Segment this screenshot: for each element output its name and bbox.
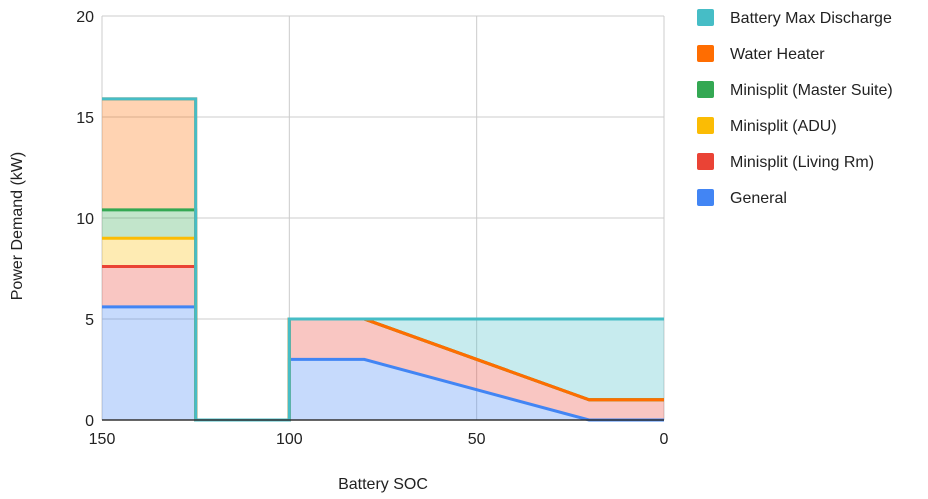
y-tick-label: 20	[76, 9, 94, 26]
legend-item: Water Heater	[697, 45, 825, 63]
legend-swatch	[697, 189, 714, 206]
y-tick-label: 0	[85, 413, 94, 430]
legend-label: Minisplit (ADU)	[730, 118, 837, 135]
y-tick-label: 15	[76, 110, 94, 127]
legend-swatch	[697, 9, 714, 26]
area-minisplit-living-rm	[102, 266, 664, 420]
y-tick-label: 5	[85, 312, 94, 329]
y-axis-title: Power Demand (kW)	[9, 152, 26, 300]
legend-item: Minisplit (ADU)	[697, 117, 837, 135]
legend-item: Battery Max Discharge	[697, 9, 892, 27]
y-tick-label: 10	[76, 211, 94, 228]
area-battery-max-discharge	[102, 98, 664, 420]
x-tick-label: 50	[468, 431, 486, 448]
y-axis-ticks: 0 5 10 15 20	[76, 9, 94, 430]
legend-item: General	[697, 189, 787, 207]
x-axis-ticks: 150 100 50 0	[89, 431, 669, 448]
area-minisplit-adu	[102, 238, 664, 420]
legend-swatch	[697, 45, 714, 62]
x-axis-title: Battery SOC	[338, 476, 428, 493]
legend-label: Minisplit (Master Suite)	[730, 82, 893, 99]
series-areas	[102, 98, 664, 420]
x-tick-label: 0	[660, 431, 669, 448]
legend-swatch	[697, 117, 714, 134]
area-water-heater	[102, 98, 664, 420]
legend-swatch	[697, 81, 714, 98]
legend-label: General	[730, 190, 787, 207]
x-tick-label: 150	[89, 431, 116, 448]
legend-label: Water Heater	[730, 46, 825, 63]
legend-swatch	[697, 153, 714, 170]
area-minisplit-master-suite	[102, 209, 664, 420]
legend-label: Battery Max Discharge	[730, 10, 892, 27]
area-general	[102, 306, 664, 420]
legend-item: Minisplit (Living Rm)	[697, 153, 874, 171]
legend-label: Minisplit (Living Rm)	[730, 154, 874, 171]
legend: Battery Max Discharge Water Heater Minispl…	[697, 9, 893, 207]
legend-item: Minisplit (Master Suite)	[697, 81, 893, 99]
x-tick-label: 100	[276, 431, 303, 448]
